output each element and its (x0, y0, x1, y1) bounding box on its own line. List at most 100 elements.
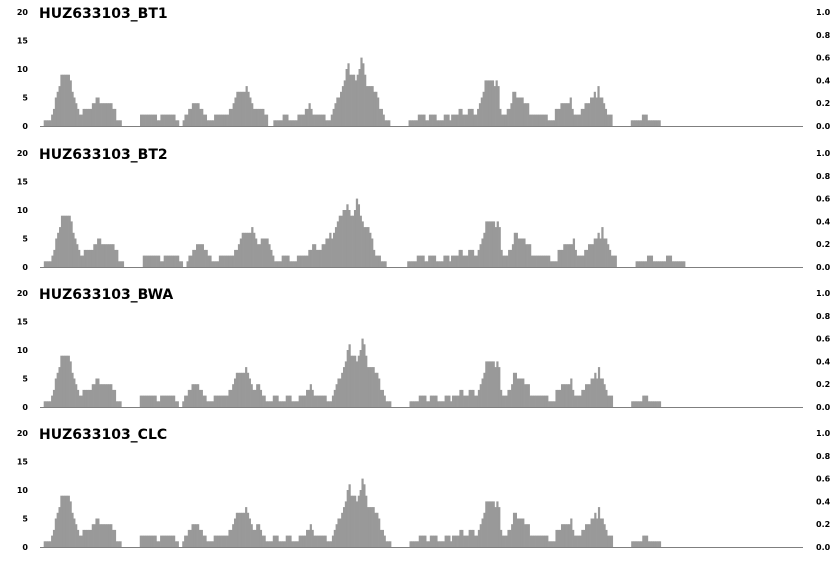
coverage-bar (448, 395, 451, 407)
coverage-bar (443, 255, 446, 267)
coverage-bar (95, 518, 98, 547)
coverage-bar (150, 535, 154, 547)
coverage-bar (315, 114, 319, 126)
coverage-bar (546, 255, 549, 267)
coverage-bar (285, 395, 288, 407)
coverage-bar (652, 261, 655, 267)
y2-tick-label: 0.8 (816, 172, 831, 181)
coverage-bar (117, 120, 120, 126)
coverage-bar (460, 249, 463, 267)
coverage-bar (176, 401, 179, 407)
coverage-bar (273, 120, 276, 126)
coverage-bar (64, 215, 67, 267)
coverage-panel-bwa: HUZ633103_BWA 0 5 10 15 20 0.0 0.2 0.4 0.6 0.8 1.0 (0, 281, 838, 421)
coverage-bar (278, 541, 281, 547)
coverage-bar (512, 91, 515, 126)
coverage-bar (546, 535, 549, 547)
coverage-bar (49, 261, 52, 267)
coverage-bar (354, 495, 357, 547)
coverage-bar (333, 232, 336, 267)
coverage-bar (551, 541, 554, 547)
coverage-bar (439, 261, 442, 267)
coverage-bar (570, 378, 573, 407)
coverage-bar (509, 529, 512, 547)
coverage-bar (167, 535, 170, 547)
coverage-bar (454, 114, 458, 126)
coverage-bar (409, 401, 412, 407)
coverage-bar (147, 395, 150, 407)
coverage-bar (309, 524, 312, 547)
coverage-bar (528, 114, 532, 126)
coverage-bar (591, 244, 595, 267)
coverage-bar (603, 384, 606, 407)
coverage-bar (594, 372, 597, 407)
coverage-bar (387, 541, 390, 547)
coverage-bar (595, 238, 598, 267)
coverage-bar (79, 255, 83, 267)
coverage-bar (440, 541, 444, 547)
coverage-bar (651, 401, 654, 407)
coverage-bar (160, 535, 163, 547)
coverage-bar (52, 389, 56, 407)
coverage-bar (551, 120, 554, 126)
coverage-bar (646, 255, 650, 267)
coverage-bar (287, 395, 290, 407)
coverage-bar (163, 255, 166, 267)
coverage-bar (603, 238, 606, 267)
coverage-bar (238, 91, 241, 126)
coverage-bar (548, 255, 551, 267)
coverage-bar (239, 512, 242, 547)
coverage-bar (389, 541, 392, 547)
coverage-bar (112, 244, 115, 267)
coverage-bar (106, 524, 109, 547)
coverage-bar (449, 120, 452, 126)
coverage-bar (444, 535, 447, 547)
coverage-bar (599, 238, 602, 267)
coverage-bar (319, 114, 322, 126)
coverage-bar (245, 86, 248, 126)
coverage-bar (557, 529, 560, 547)
coverage-bar (605, 529, 608, 547)
coverage-bar (171, 535, 174, 547)
coverage-bar (209, 255, 212, 267)
coverage-bar (106, 244, 109, 267)
coverage-bar (227, 114, 230, 126)
coverage-bar (461, 389, 464, 407)
coverage-bar (101, 103, 104, 126)
coverage-bar (259, 529, 263, 547)
coverage-bar (561, 249, 564, 267)
coverage-bar (226, 535, 229, 547)
coverage-bar (215, 395, 218, 407)
coverage-bar (339, 518, 342, 547)
coverage-bar (601, 378, 604, 407)
coverage-bar (60, 74, 63, 126)
coverage-bar (447, 255, 450, 267)
coverage-bar (108, 524, 111, 547)
coverage-bar (180, 261, 184, 267)
coverage-bar (580, 255, 583, 267)
coverage-bar (647, 541, 651, 547)
coverage-bar (302, 255, 305, 267)
coverage-bar (104, 384, 107, 407)
coverage-bar (160, 114, 163, 126)
y-tick-label: 20 (17, 289, 29, 298)
coverage-bar (379, 389, 383, 407)
coverage-bar (147, 535, 150, 547)
coverage-bar (666, 255, 669, 267)
coverage-bar (645, 535, 649, 547)
coverage-bar (426, 261, 429, 267)
coverage-bar (500, 529, 503, 547)
coverage-bar (187, 389, 190, 407)
coverage-bar (102, 524, 106, 547)
coverage-bar (671, 261, 674, 267)
y2-tick-label: 0.4 (816, 76, 831, 85)
coverage-bar (473, 255, 477, 267)
coverage-bar (590, 97, 593, 126)
coverage-bar (352, 355, 355, 407)
coverage-bar (449, 261, 452, 267)
coverage-bar (473, 114, 476, 126)
coverage-bar (636, 541, 639, 547)
coverage-bar (483, 512, 486, 547)
coverage-bar (169, 535, 172, 547)
coverage-bar (379, 529, 383, 547)
